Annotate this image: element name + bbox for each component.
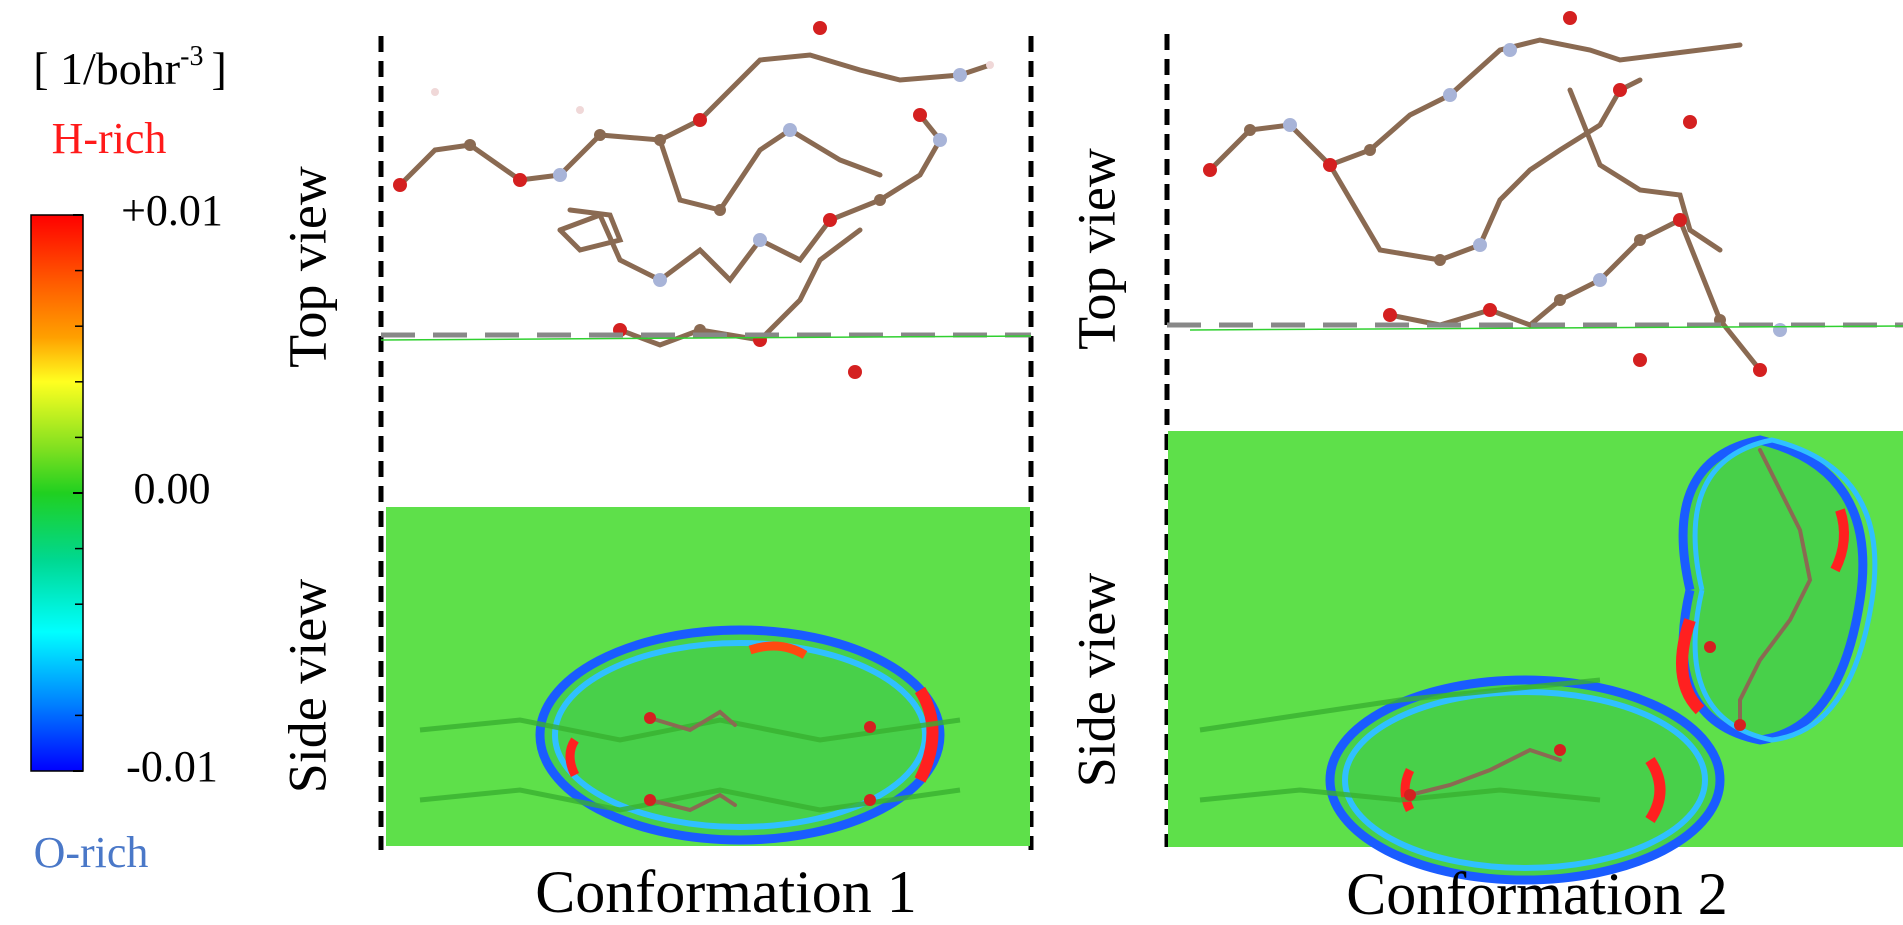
molecule-top-view <box>393 21 994 379</box>
unit-exponent: -3 <box>180 41 203 72</box>
colorbar-tick-label: +0.01 <box>121 186 223 235</box>
unit-prefix: [ 1/bohr <box>33 43 180 94</box>
figure: [ 1/bohr-3] H-rich O-rich Top view Side … <box>0 0 1903 925</box>
h-rich-label: H-rich <box>52 114 167 163</box>
side-view-label: Side view <box>1066 573 1126 787</box>
panel-caption: Conformation 2 <box>1346 861 1728 925</box>
unit-suffix: ] <box>211 43 226 94</box>
top-view-label: Top view <box>277 166 337 368</box>
colorbar-tick-label: -0.01 <box>126 742 218 791</box>
colorbar-unit: [ 1/bohr-3] <box>33 41 227 93</box>
molecule-top-view <box>1203 11 1787 377</box>
o-rich-label: O-rich <box>34 828 149 877</box>
density-side-view <box>386 507 1030 846</box>
side-view-label: Side view <box>277 579 337 793</box>
density-side-view <box>1168 431 1903 880</box>
colorbar-tick-label: 0.00 <box>134 464 211 513</box>
top-view-label: Top view <box>1066 148 1126 350</box>
panel-caption: Conformation 1 <box>535 859 917 925</box>
